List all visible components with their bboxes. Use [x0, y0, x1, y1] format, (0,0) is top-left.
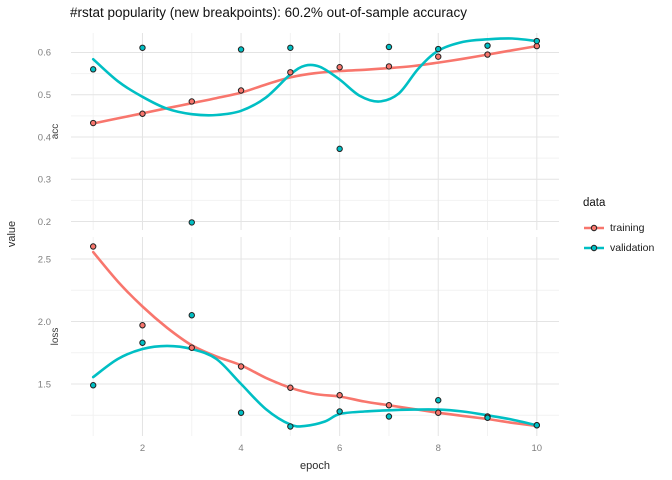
y-tick-label: 2.5 — [38, 254, 51, 265]
y-tick-label: 0.3 — [38, 175, 51, 186]
data-point-validation — [89, 66, 97, 73]
data-point-training — [385, 402, 393, 409]
y-tick-label: 1.5 — [38, 379, 51, 390]
x-tick-label: 10 — [532, 443, 543, 454]
y-tick-label: 0.2 — [38, 217, 51, 228]
smooth-line-training — [91, 250, 539, 428]
data-point-validation — [336, 408, 343, 415]
data-point-training — [139, 322, 146, 329]
data-point-training — [336, 64, 343, 71]
y-tick-label: 0.4 — [38, 132, 51, 143]
data-point-validation — [139, 44, 146, 51]
data-point-validation — [287, 44, 294, 51]
data-point-training — [188, 98, 195, 105]
legend-label: validation — [610, 242, 655, 254]
plot-title: #rstat popularity (new breakpoints): 60.… — [70, 5, 467, 20]
y-tick-label: 0.5 — [38, 90, 51, 101]
legend: data training validation — [583, 197, 654, 258]
x-tick-label: 6 — [337, 443, 342, 454]
y-tick-label: 0.6 — [38, 48, 51, 59]
legend-entries: training validation — [583, 218, 654, 258]
data-point-training — [287, 69, 294, 76]
data-point-validation — [484, 414, 491, 421]
data-point-training — [435, 409, 442, 416]
data-point-validation — [435, 397, 442, 404]
data-point-training — [237, 87, 245, 94]
facet-strip-label-loss: loss — [50, 328, 61, 346]
data-point-training — [89, 119, 97, 127]
smooth-line-training — [91, 44, 539, 125]
data-point-validation — [287, 423, 294, 430]
data-point-validation — [237, 46, 245, 53]
x-tick-label: 2 — [140, 443, 145, 454]
data-point-training — [484, 51, 491, 58]
data-point-validation — [385, 413, 393, 420]
y-tick-label: 2.0 — [38, 317, 51, 328]
data-point-training — [139, 110, 146, 117]
data-point-validation — [533, 37, 541, 45]
x-tick-label: 8 — [436, 443, 441, 454]
data-point-validation — [237, 409, 245, 416]
data-point-validation — [533, 422, 541, 429]
legend-key-icon — [584, 244, 604, 252]
data-point-validation — [435, 45, 442, 53]
x-tick-label: 4 — [238, 443, 243, 454]
x-axis-title: epoch — [300, 460, 330, 472]
data-point-validation — [484, 42, 491, 49]
smooth-line-validation — [91, 37, 539, 117]
legend-entry-training: training — [583, 218, 654, 238]
data-point-training — [237, 363, 245, 370]
data-point-training — [89, 243, 97, 250]
data-point-training — [287, 384, 294, 391]
legend-title: data — [583, 197, 606, 209]
data-point-training — [385, 63, 393, 70]
data-point-validation — [188, 219, 195, 226]
data-point-validation — [139, 339, 146, 346]
legend-entry-validation: validation — [583, 238, 654, 258]
data-point-training — [188, 344, 195, 351]
data-point-validation — [385, 43, 393, 51]
data-point-validation — [336, 145, 343, 153]
smooth-line-validation — [91, 344, 539, 428]
data-point-validation — [188, 312, 195, 319]
data-point-training — [435, 53, 442, 60]
legend-label: training — [610, 222, 645, 234]
legend-key-icon — [584, 224, 604, 232]
data-point-validation — [89, 382, 97, 389]
data-point-training — [336, 392, 343, 399]
facet-strip-label-acc: acc — [50, 124, 61, 140]
